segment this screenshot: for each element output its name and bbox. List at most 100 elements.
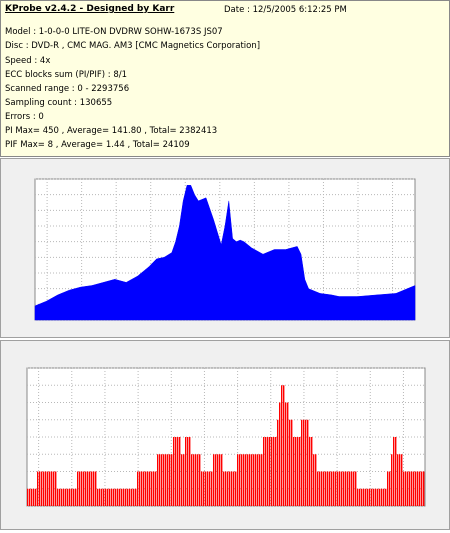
pif-bar xyxy=(47,471,49,506)
pif-bar xyxy=(291,419,293,506)
pif-bar xyxy=(51,471,53,506)
pif-bar xyxy=(273,437,275,506)
pif-bar xyxy=(55,471,57,506)
pif-bar xyxy=(303,419,305,506)
pif-bar xyxy=(263,437,265,506)
pif-bar xyxy=(299,437,301,506)
pif-bar xyxy=(81,471,83,506)
pif-bar xyxy=(93,471,95,506)
pif-bar xyxy=(89,471,91,506)
pif-bar xyxy=(187,437,189,506)
pif-bar xyxy=(209,471,211,506)
pif-bar xyxy=(199,454,201,506)
pif-bar xyxy=(77,471,79,506)
pif-bar xyxy=(103,488,105,506)
pif-bar xyxy=(39,471,41,506)
pif-chart-panel xyxy=(0,340,450,530)
pif-bar xyxy=(421,471,423,506)
pif-bar xyxy=(243,454,245,506)
pi-chart-panel xyxy=(0,158,450,338)
info-speed: Speed : 4x xyxy=(5,56,51,66)
pif-bar xyxy=(379,488,381,506)
pif-bar xyxy=(357,488,359,506)
pif-bar xyxy=(261,454,263,506)
pif-bar xyxy=(67,488,69,506)
pif-bar xyxy=(175,437,177,506)
pif-bar xyxy=(305,419,307,506)
pif-bar xyxy=(191,454,193,506)
pif-bar xyxy=(237,454,239,506)
pif-bar xyxy=(311,437,313,506)
pif-bar xyxy=(347,471,349,506)
pif-bar xyxy=(139,471,141,506)
pif-bar xyxy=(249,454,251,506)
pif-bar xyxy=(127,488,129,506)
pif-bar xyxy=(381,488,383,506)
pif-bar xyxy=(147,471,149,506)
pif-bar xyxy=(407,471,409,506)
pif-bar xyxy=(257,454,259,506)
pif-bar xyxy=(241,454,243,506)
pif-bar xyxy=(165,454,167,506)
pif-bar xyxy=(395,437,397,506)
pif-bar xyxy=(49,471,51,506)
pif-bar xyxy=(217,454,219,506)
pif-bar xyxy=(57,488,59,506)
pif-bar xyxy=(359,488,361,506)
pif-bar xyxy=(383,488,385,506)
pif-bar xyxy=(397,454,399,506)
pif-bar xyxy=(327,471,329,506)
pif-bar xyxy=(183,454,185,506)
pif-bar xyxy=(287,402,289,506)
pif-bar xyxy=(307,419,309,506)
pif-bar xyxy=(275,437,277,506)
pif-bar xyxy=(193,454,195,506)
pif-bar xyxy=(363,488,365,506)
app-title: KProbe v2.4.2 - Designed by Karr xyxy=(5,4,175,14)
pif-bar xyxy=(315,454,317,506)
pif-bar xyxy=(109,488,111,506)
pif-bar xyxy=(313,454,315,506)
pif-bar xyxy=(95,471,97,506)
pif-bar xyxy=(335,471,337,506)
scan-date: Date : 12/5/2005 6:12:25 PM xyxy=(224,5,347,15)
pif-bar xyxy=(123,488,125,506)
pif-bar xyxy=(117,488,119,506)
pif-bar xyxy=(405,471,407,506)
pif-bar xyxy=(267,437,269,506)
pif-bar xyxy=(27,488,29,506)
pif-bar xyxy=(31,488,33,506)
pif-bar xyxy=(99,488,101,506)
pif-bar xyxy=(419,471,421,506)
pif-bar xyxy=(393,437,395,506)
pif-bar xyxy=(319,471,321,506)
pif-bar xyxy=(213,454,215,506)
pif-bar xyxy=(145,471,147,506)
pif-bar xyxy=(101,488,103,506)
pif-bar xyxy=(271,437,273,506)
pif-bar xyxy=(269,437,271,506)
info-pi-summary: PI Max= 450 , Average= 141.80 , Total= 2… xyxy=(5,126,218,136)
pif-bar xyxy=(323,471,325,506)
pif-bar xyxy=(141,471,143,506)
pif-bar xyxy=(245,454,247,506)
pif-bar xyxy=(33,488,35,506)
pif-bar xyxy=(279,402,281,506)
pif-bar xyxy=(29,488,31,506)
pif-bar xyxy=(151,471,153,506)
pif-bar xyxy=(341,471,343,506)
pif-bar xyxy=(215,454,217,506)
pif-bar xyxy=(345,471,347,506)
pif-bar xyxy=(259,454,261,506)
pif-bar xyxy=(355,471,357,506)
pif-bar xyxy=(153,471,155,506)
pif-chart xyxy=(26,367,426,507)
pif-bar xyxy=(37,471,39,506)
info-disc: Disc : DVD-R , CMC MAG. AM3 [CMC Magneti… xyxy=(5,41,261,51)
pif-bar xyxy=(293,437,295,506)
pi-chart xyxy=(34,178,416,321)
pif-bar xyxy=(389,471,391,506)
pif-bar xyxy=(411,471,413,506)
pif-bar xyxy=(321,471,323,506)
info-errors: Errors : 0 xyxy=(5,112,44,122)
